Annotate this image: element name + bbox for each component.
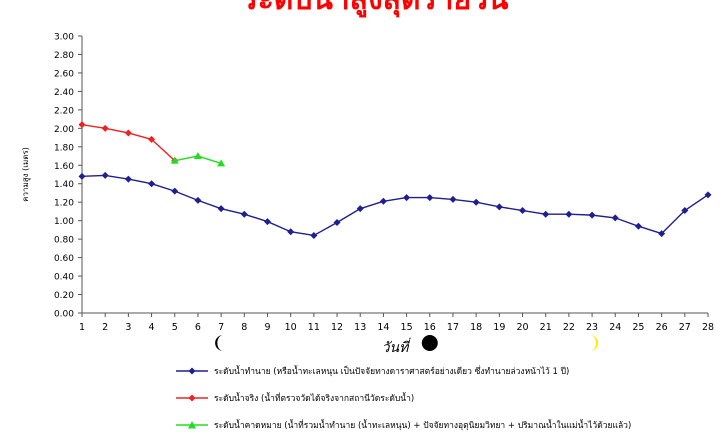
y-tick-label: 0.00 — [54, 310, 74, 320]
y-tick-label: 1.20 — [54, 199, 74, 209]
y-tick-label: 3.00 — [54, 33, 74, 43]
legend-swatch-actual — [176, 392, 208, 404]
data-point-series-2 — [193, 152, 202, 160]
data-point-series-0 — [148, 180, 156, 188]
data-point-series-0 — [240, 210, 248, 218]
first-quarter-moon-icon — [590, 335, 599, 351]
data-point-series-0 — [519, 207, 527, 215]
x-tick-label: 12 — [331, 322, 343, 333]
data-point-series-0 — [704, 191, 712, 199]
data-point-series-0 — [611, 214, 619, 222]
y-tick-label: 2.80 — [54, 51, 74, 61]
x-tick-label: 5 — [172, 322, 178, 333]
x-tick-label: 19 — [493, 322, 505, 333]
data-point-series-0 — [403, 194, 411, 202]
y-axis-title: ความสูง (เมตร) — [21, 147, 31, 202]
last-quarter-moon-icon — [215, 335, 224, 351]
data-point-series-0 — [449, 195, 457, 203]
data-point-series-0 — [542, 210, 550, 218]
y-tick-label: 0.80 — [54, 236, 74, 246]
data-point-series-0 — [356, 205, 364, 213]
data-point-series-0 — [565, 210, 573, 218]
data-point-series-0 — [495, 203, 503, 211]
y-tick-label: 0.60 — [54, 254, 74, 264]
x-tick-label: 10 — [285, 322, 297, 333]
x-tick-label: 28 — [702, 322, 714, 333]
data-point-series-0 — [101, 171, 109, 179]
x-tick-label: 7 — [218, 322, 224, 333]
y-tick-label: 0.20 — [54, 291, 74, 301]
data-point-series-2 — [217, 159, 226, 167]
data-point-series-1 — [101, 124, 109, 132]
y-tick-label: 2.60 — [54, 69, 74, 79]
x-tick-label: 17 — [447, 322, 459, 333]
x-tick-label: 13 — [354, 322, 366, 333]
x-tick-label: 6 — [195, 322, 201, 333]
y-tick-label: 2.00 — [54, 125, 74, 135]
legend-label-predicted: ระดับน้ำทำนาย (หรือน้ำทะเลหนุน เป็นปัจจั… — [214, 367, 570, 377]
data-point-series-0 — [379, 197, 387, 205]
y-tick-label: 1.60 — [54, 162, 74, 172]
x-tick-label: 1 — [79, 322, 85, 333]
y-tick-label: 1.00 — [54, 217, 74, 227]
x-tick-label: 27 — [679, 322, 691, 333]
x-tick-label: 22 — [563, 322, 575, 333]
x-tick-label: 21 — [540, 322, 552, 333]
x-tick-label: 2 — [102, 322, 108, 333]
x-tick-label: 15 — [401, 322, 413, 333]
data-point-series-2 — [170, 156, 179, 164]
y-tick-label: 1.40 — [54, 180, 74, 190]
legend-swatch-predicted — [176, 365, 208, 377]
x-tick-label: 26 — [656, 322, 668, 333]
data-point-series-1 — [148, 135, 156, 143]
y-tick-label: 0.40 — [54, 273, 74, 283]
x-tick-label: 16 — [424, 322, 436, 333]
y-tick-label: 2.40 — [54, 88, 74, 98]
data-point-series-0 — [263, 218, 271, 226]
data-point-series-1 — [124, 129, 132, 137]
x-tick-label: 9 — [264, 322, 270, 333]
series-line-0 — [81, 174, 709, 237]
legend-label-forecast: ระดับน้ำคาดหมาย (น้ำที่รวมน้ำทำนาย (น้ำท… — [214, 421, 632, 431]
legend-item-forecast: ระดับน้ำคาดหมาย (น้ำที่รวมน้ำทำนาย (น้ำท… — [176, 418, 696, 432]
x-tick-label: 4 — [149, 322, 155, 333]
x-tick-label: 20 — [516, 322, 528, 333]
x-tick-label: 24 — [609, 322, 621, 333]
y-tick-label: 2.20 — [54, 106, 74, 116]
data-point-series-0 — [78, 172, 86, 180]
data-point-series-0 — [426, 194, 434, 202]
x-tick-label: 14 — [377, 322, 389, 333]
data-point-series-0 — [287, 228, 295, 236]
x-tick-label: 8 — [241, 322, 247, 333]
data-point-series-0 — [658, 230, 666, 238]
x-axis-title: วันที่ — [382, 337, 412, 356]
chart-title: ระดับน้ำสูงสุดรายวัน — [242, 0, 509, 18]
data-point-series-0 — [217, 205, 225, 213]
y-tick-label: 1.80 — [54, 143, 74, 153]
x-tick-label: 25 — [632, 322, 644, 333]
x-tick-label: 23 — [586, 322, 598, 333]
legend-label-actual: ระดับน้ำจริง (น้ำที่ตรวจวัดได้จริงจากสถา… — [214, 394, 415, 404]
data-point-series-0 — [333, 219, 341, 227]
data-point-series-0 — [310, 231, 318, 239]
legend-swatch-forecast — [176, 419, 208, 431]
data-point-series-0 — [681, 207, 689, 215]
data-point-series-0 — [472, 198, 480, 206]
legend-item-actual: ระดับน้ำจริง (น้ำที่ตรวจวัดได้จริงจากสถา… — [176, 391, 696, 405]
data-point-series-0 — [171, 187, 179, 195]
data-point-series-0 — [588, 211, 596, 219]
x-tick-label: 18 — [470, 322, 482, 333]
data-point-series-0 — [634, 222, 642, 230]
legend-item-predicted: ระดับน้ำทำนาย (หรือน้ำทะเลหนุน เป็นปัจจั… — [176, 364, 696, 378]
x-tick-label: 3 — [125, 322, 131, 333]
data-point-series-1 — [78, 121, 86, 129]
data-point-series-0 — [124, 175, 132, 183]
data-point-series-0 — [194, 196, 202, 204]
x-tick-label: 11 — [308, 322, 320, 333]
legend: ระดับน้ำทำนาย (หรือน้ำทะเลหนุน เป็นปัจจั… — [176, 364, 696, 445]
new-moon-icon — [421, 335, 438, 351]
